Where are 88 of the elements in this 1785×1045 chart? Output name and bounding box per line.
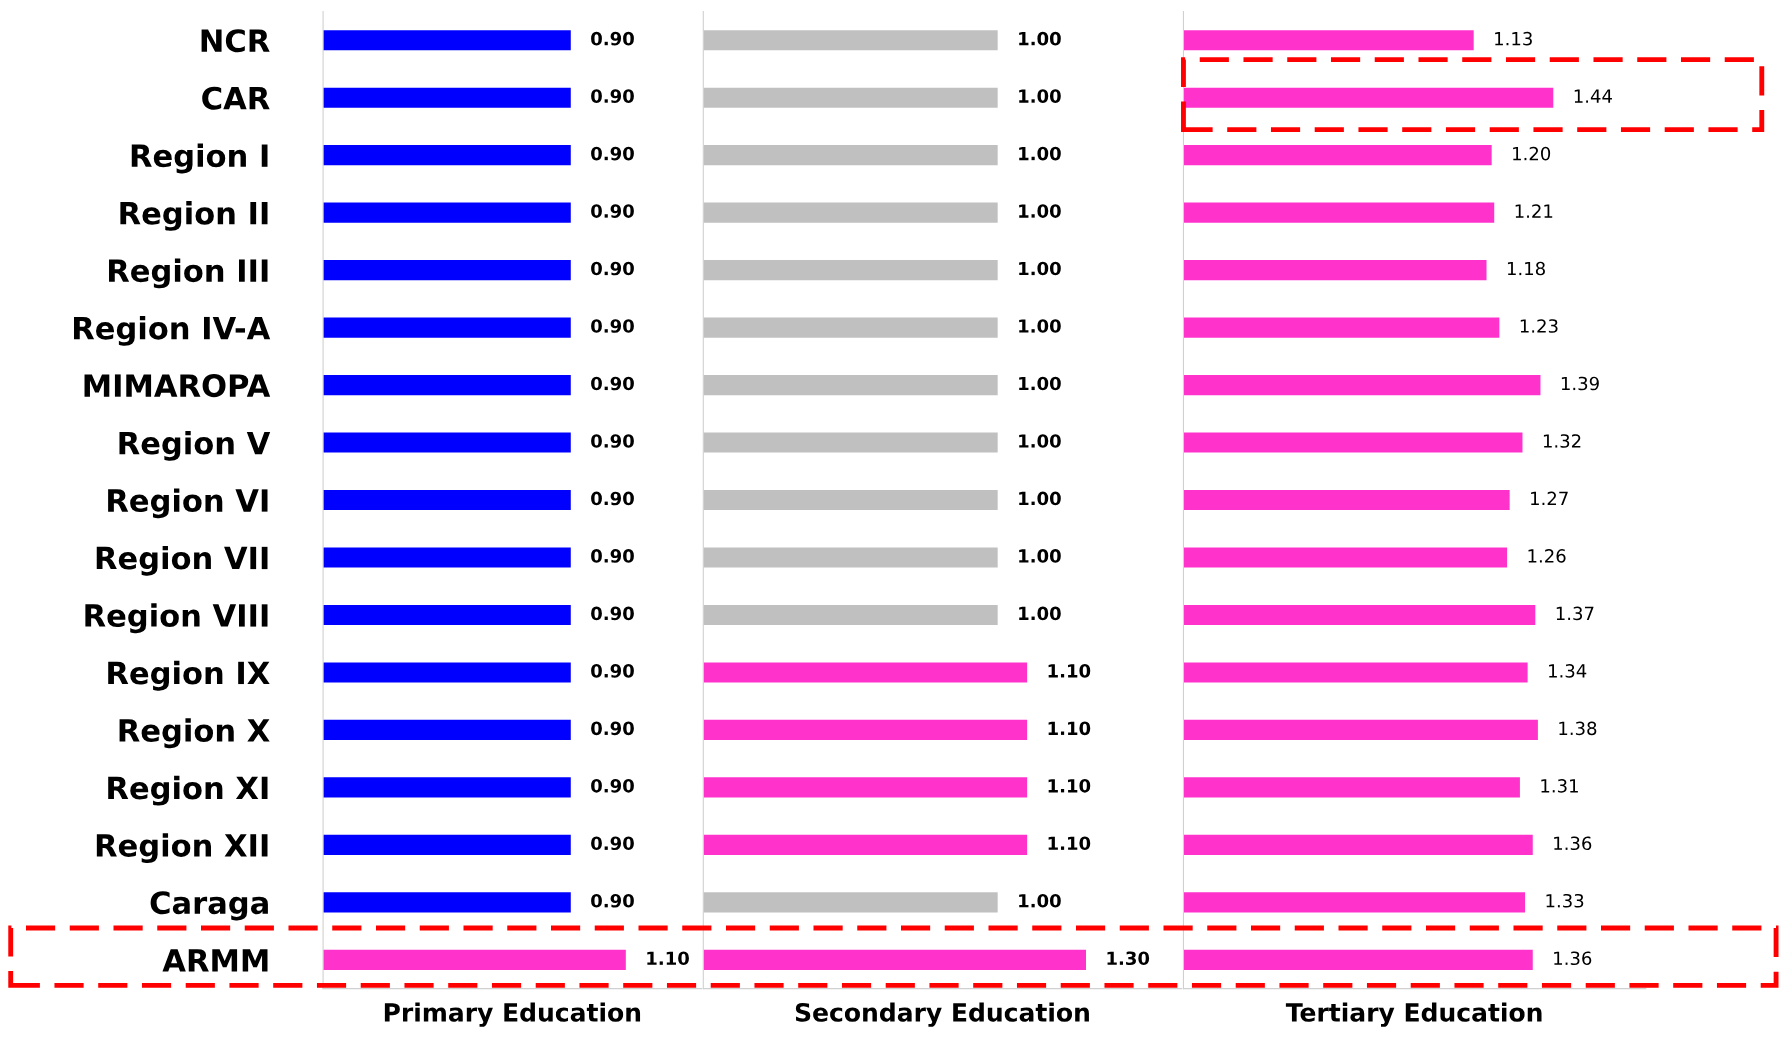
y-tick-label: Region VIII [85,603,268,634]
data-label: 0.90 [591,204,634,218]
y-tick-label: ARMM [162,949,268,972]
data-label: 0.90 [591,836,634,851]
data-label: 1.33 [1546,893,1584,908]
data-label: 0.90 [591,606,634,621]
data-label: 1.10 [1048,778,1091,793]
data-label: 0.90 [591,778,634,793]
data-label: 1.39 [1561,376,1599,391]
data-label: 0.90 [591,893,634,908]
bar [1183,892,1526,913]
y-tick-label: CAR [202,86,270,110]
data-label: 1.10 [1048,836,1091,851]
data-label: 1.32 [1543,434,1581,448]
data-label: 1.23 [1520,319,1558,333]
bar [1183,949,1533,970]
y-tick-label: Region IX [108,660,270,691]
data-label: 1.10 [647,951,689,966]
bar [1183,432,1523,453]
bar [1183,202,1495,223]
data-label: 1.10 [1048,721,1091,736]
bar [1183,604,1536,626]
data-label: 1.31 [1541,778,1578,793]
y-tick-label: Region XI [108,775,268,806]
bar [1183,777,1520,798]
y-tick-label: Region V [119,430,271,461]
y-tick-label: Region X [119,718,270,749]
data-label: 1.18 [1507,261,1545,276]
data-label: 1.27 [1531,491,1568,506]
data-label: 1.00 [1019,31,1061,46]
data-label: 0.90 [591,721,634,736]
data-label: 1.36 [1554,836,1592,851]
bar [1183,547,1508,568]
data-label: 1.00 [1019,204,1061,218]
y-tick-label: Region VII [96,545,268,576]
data-label: 1.10 [1048,664,1091,678]
y-tick-label: NCR [201,29,270,53]
bar [1183,145,1492,166]
data-label: 0.90 [591,31,634,46]
data-label: 1.00 [1019,549,1061,563]
y-tick-label: Region II [120,201,268,231]
data-label: 1.00 [1019,376,1061,391]
bar [1183,260,1487,281]
bar [1183,317,1500,338]
data-label: 0.90 [591,549,634,563]
bar [1183,30,1474,51]
data-label: 1.36 [1554,951,1592,966]
bar [1183,662,1528,683]
data-label: 1.34 [1549,664,1587,678]
x-axis-title: Secondary Education [795,1002,1089,1027]
data-label: 1.00 [1019,319,1061,333]
x-axis-title: Primary Education [384,1002,641,1027]
bar [1183,375,1541,396]
data-label: 0.90 [591,319,634,333]
y-tick-label: Region III [109,258,268,289]
data-label: 0.90 [591,664,634,678]
bar [1183,719,1538,740]
data-label: 1.00 [1019,491,1061,506]
data-label: 0.90 [591,261,634,276]
y-tick-label: MIMAROPA [84,374,271,398]
data-label: 1.26 [1528,549,1566,563]
data-label: 0.90 [591,89,634,103]
data-label: 1.38 [1559,721,1597,736]
data-label: 0.90 [591,491,634,506]
data-label: 1.37 [1556,606,1594,621]
bar [1183,834,1533,855]
bar [1183,489,1510,511]
y-tick-label: Region VI [108,488,268,519]
data-label: 1.00 [1019,434,1061,448]
data-label: 1.00 [1019,146,1061,161]
data-label: 1.13 [1495,31,1532,46]
bar [1183,87,1554,108]
data-label: 1.21 [1515,204,1553,218]
data-label: 0.90 [591,434,634,448]
data-label: 0.90 [591,376,634,391]
y-tick-label: Region I [131,143,268,174]
y-tick-label: Region IV-A [74,316,271,346]
data-label: 1.20 [1513,146,1551,161]
data-label: 1.44 [1574,89,1612,103]
data-label: 1.00 [1019,606,1061,621]
data-label: 0.90 [591,146,634,161]
data-label: 1.00 [1019,893,1061,908]
data-label: 1.30 [1107,951,1150,966]
data-label: 1.00 [1019,89,1061,103]
y-tick-label: Caraga [150,891,268,921]
data-label: 1.00 [1019,261,1061,276]
y-tick-label: Region XII [96,833,268,864]
x-axis-title: Tertiary Education [1285,1002,1542,1027]
